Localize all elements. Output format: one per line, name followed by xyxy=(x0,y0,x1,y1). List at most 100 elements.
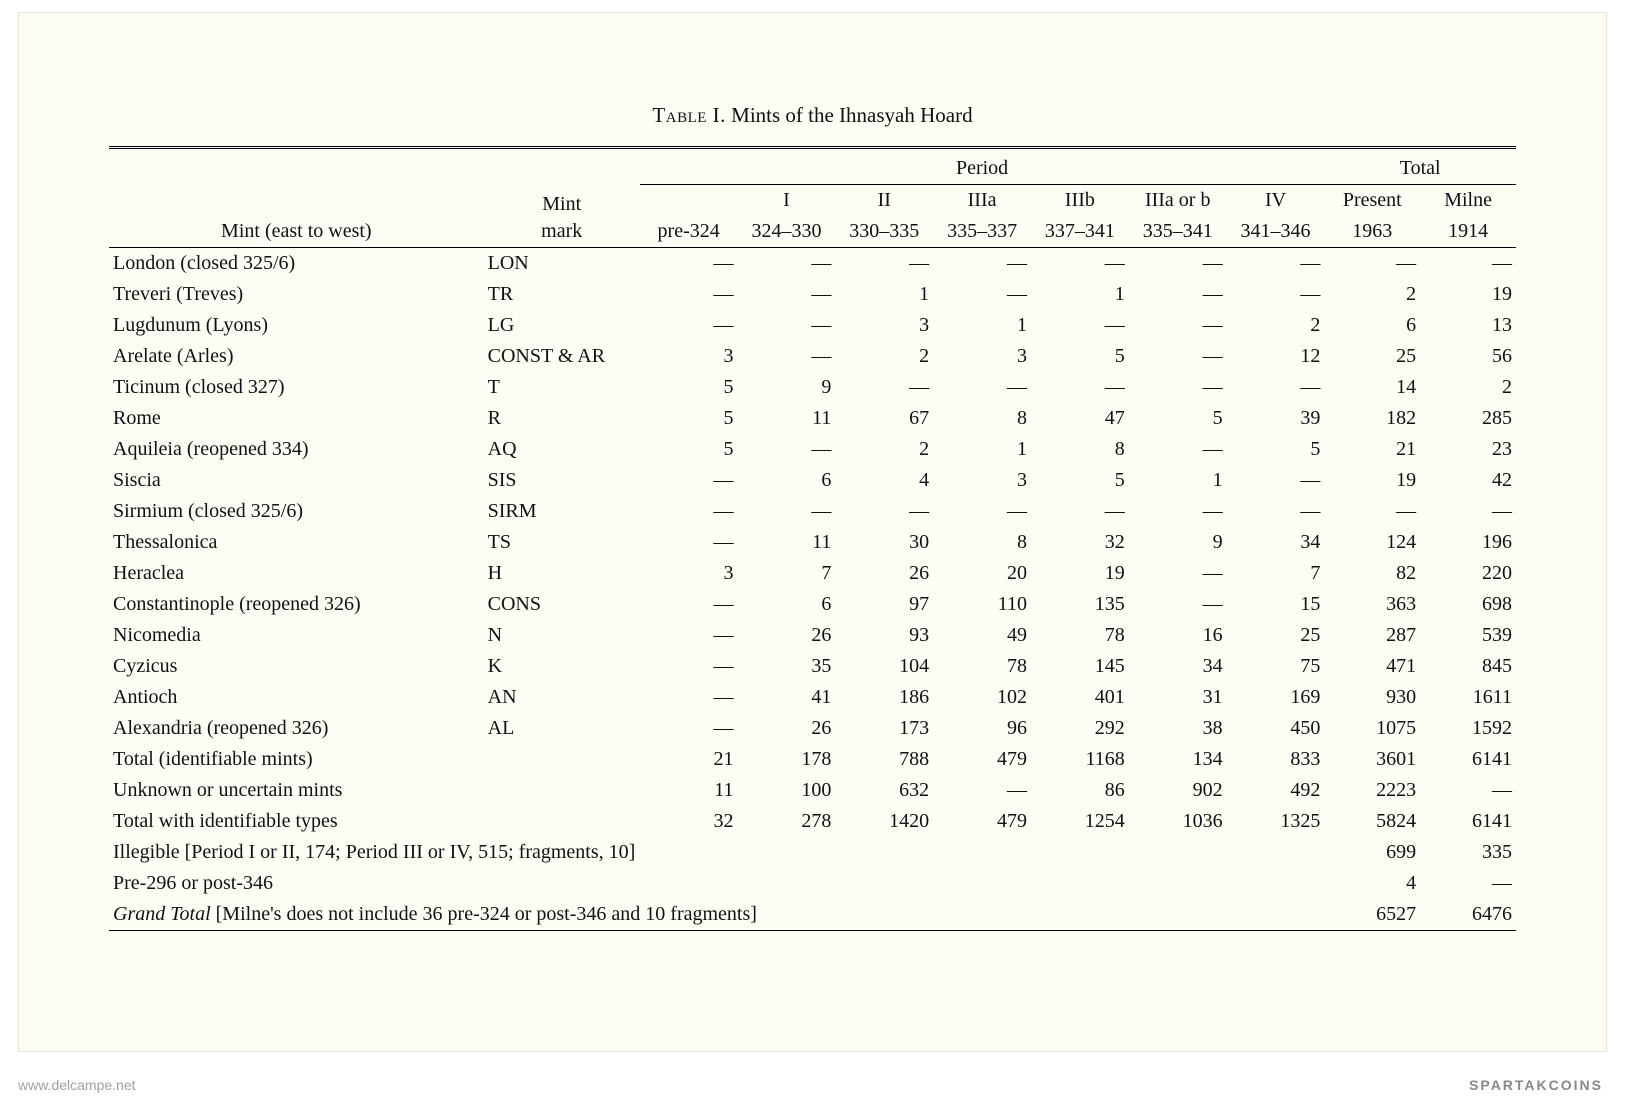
cell: 5 xyxy=(1129,403,1227,434)
mint-mark: N xyxy=(484,620,640,651)
cell: 2 xyxy=(1227,310,1325,341)
cell: — xyxy=(738,279,836,310)
cell: 2 xyxy=(1324,279,1420,310)
cell: 134 xyxy=(1129,744,1227,775)
note-text: Pre-296 or post-346 xyxy=(109,868,1324,899)
cell: — xyxy=(1031,248,1129,279)
cell: 1 xyxy=(1031,279,1129,310)
cell: 1592 xyxy=(1420,713,1516,744)
p6-bot: 341–346 xyxy=(1227,216,1325,248)
cell: 15 xyxy=(1227,589,1325,620)
cell: 32 xyxy=(1031,527,1129,558)
t1-bot: 1963 xyxy=(1324,216,1420,248)
cell: 100 xyxy=(738,775,836,806)
table-row: SisciaSIS—64351—1942 xyxy=(109,465,1516,496)
cell: 21 xyxy=(640,744,738,775)
cell: 38 xyxy=(1129,713,1227,744)
cell: 39 xyxy=(1227,403,1325,434)
cell: 182 xyxy=(1324,403,1420,434)
cell: 6141 xyxy=(1420,744,1516,775)
cell: 25 xyxy=(1324,341,1420,372)
p4-top: IIIb xyxy=(1031,185,1129,217)
mint-mark: AQ xyxy=(484,434,640,465)
cell: — xyxy=(1031,310,1129,341)
grand-t2: 6476 xyxy=(1420,899,1516,931)
table-row: Treveri (Treves)TR——1—1——219 xyxy=(109,279,1516,310)
mint-name: Arelate (Arles) xyxy=(109,341,484,372)
cell: — xyxy=(933,279,1031,310)
mint-mark: H xyxy=(484,558,640,589)
grand-label-italic: Grand Total xyxy=(113,903,211,925)
subtotal-rows: Total (identifiable mints)21178788479116… xyxy=(109,744,1516,837)
table-row: London (closed 325/6)LON————————— xyxy=(109,248,1516,279)
cell: — xyxy=(1324,248,1420,279)
cell: — xyxy=(1129,248,1227,279)
mint-mark: SIS xyxy=(484,465,640,496)
note-rows: Illegible [Period I or II, 174; Period I… xyxy=(109,837,1516,899)
cell: 19 xyxy=(1420,279,1516,310)
mint-name: Treveri (Treves) xyxy=(109,279,484,310)
blank xyxy=(484,744,640,775)
cell: 16 xyxy=(1129,620,1227,651)
cell: 41 xyxy=(738,682,836,713)
cell: 6 xyxy=(1324,310,1420,341)
cell: — xyxy=(1129,372,1227,403)
col-mark: Mint mark xyxy=(484,153,640,248)
cell: — xyxy=(738,434,836,465)
cell: 97 xyxy=(835,589,933,620)
cell: — xyxy=(933,775,1031,806)
cell: — xyxy=(933,496,1031,527)
cell: 471 xyxy=(1324,651,1420,682)
cell: 75 xyxy=(1227,651,1325,682)
cell: — xyxy=(1129,558,1227,589)
cell: — xyxy=(1227,248,1325,279)
cell: 1 xyxy=(933,310,1031,341)
cell: — xyxy=(640,589,738,620)
cell: 14 xyxy=(1324,372,1420,403)
note-row: Illegible [Period I or II, 174; Period I… xyxy=(109,837,1516,868)
cell: — xyxy=(640,496,738,527)
cell: — xyxy=(1420,496,1516,527)
cell: 82 xyxy=(1324,558,1420,589)
mint-name: Thessalonica xyxy=(109,527,484,558)
cell: — xyxy=(835,372,933,403)
note-row: Pre-296 or post-3464— xyxy=(109,868,1516,899)
cell: 26 xyxy=(738,713,836,744)
cell: 3 xyxy=(933,465,1031,496)
table-row: Constantinople (reopened 326)CONS—697110… xyxy=(109,589,1516,620)
subtotal-row: Total with identifiable types32278142047… xyxy=(109,806,1516,837)
cell: 479 xyxy=(933,744,1031,775)
cell: 3 xyxy=(640,341,738,372)
cell: — xyxy=(640,279,738,310)
cell: 1420 xyxy=(835,806,933,837)
cell: — xyxy=(640,682,738,713)
p2-bot: 330–335 xyxy=(835,216,933,248)
cell: 220 xyxy=(1420,558,1516,589)
cell: 145 xyxy=(1031,651,1129,682)
cell: — xyxy=(1227,496,1325,527)
cell: 20 xyxy=(933,558,1031,589)
mint-mark: LG xyxy=(484,310,640,341)
table-title: Table I. Mints of the Ihnasyah Hoard xyxy=(109,103,1516,128)
cell: 401 xyxy=(1031,682,1129,713)
cell: 6141 xyxy=(1420,806,1516,837)
table-row: Lugdunum (Lyons)LG——31——2613 xyxy=(109,310,1516,341)
table-row: ThessalonicaTS—1130832934124196 xyxy=(109,527,1516,558)
mint-mark: R xyxy=(484,403,640,434)
cell: 3 xyxy=(835,310,933,341)
mark-l2: mark xyxy=(541,220,582,242)
cell: 492 xyxy=(1227,775,1325,806)
cell: — xyxy=(640,465,738,496)
cell: — xyxy=(1420,248,1516,279)
cell: 186 xyxy=(835,682,933,713)
total-group: Total xyxy=(1324,153,1516,185)
mint-mark: SIRM xyxy=(484,496,640,527)
subtotal-row: Total (identifiable mints)21178788479116… xyxy=(109,744,1516,775)
cell: 833 xyxy=(1227,744,1325,775)
cell: 30 xyxy=(835,527,933,558)
grand-t1: 6527 xyxy=(1324,899,1420,931)
cell: 1254 xyxy=(1031,806,1129,837)
mint-mark: CONST & AR xyxy=(484,341,640,372)
cell: 135 xyxy=(1031,589,1129,620)
cell: 11 xyxy=(738,527,836,558)
